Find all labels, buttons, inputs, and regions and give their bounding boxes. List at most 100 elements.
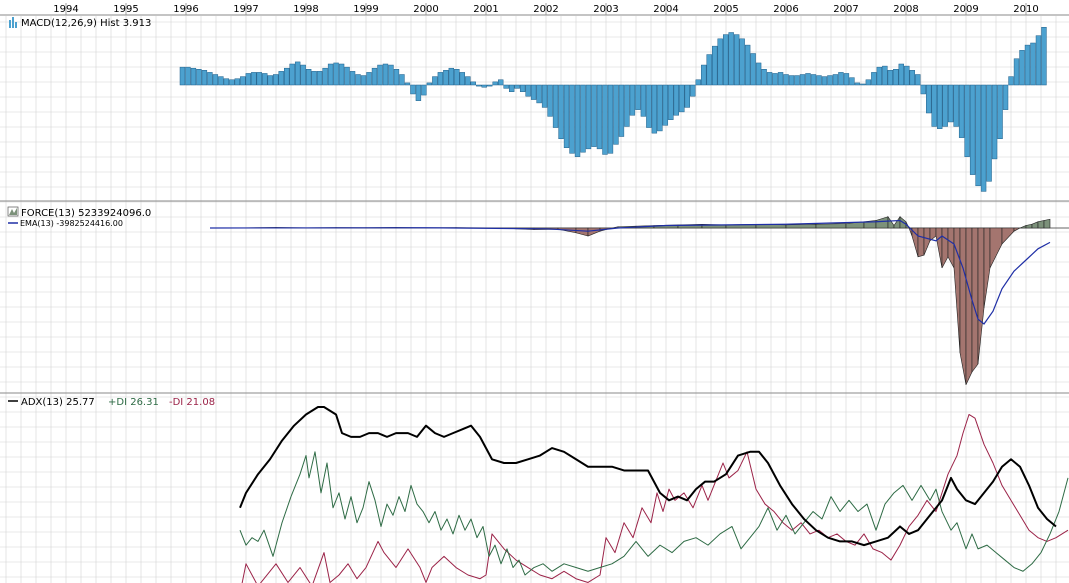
histogram-bar bbox=[980, 84, 987, 192]
histogram-bar bbox=[926, 84, 932, 114]
force-area-positive bbox=[785, 223, 817, 229]
histogram-icon bbox=[9, 17, 17, 28]
plus-di-line bbox=[239, 451, 1069, 576]
histogram-bar bbox=[690, 84, 696, 97]
histogram-bar bbox=[937, 84, 943, 129]
histogram-bar bbox=[975, 84, 981, 187]
histogram-bar bbox=[360, 75, 367, 86]
histogram-bar bbox=[997, 84, 1003, 140]
histogram-bar bbox=[322, 67, 328, 86]
histogram-bar bbox=[179, 66, 186, 86]
ema-line bbox=[209, 219, 1051, 325]
histogram-bar bbox=[574, 84, 581, 157]
histogram-bar bbox=[712, 45, 718, 86]
histogram-bar bbox=[668, 84, 674, 120]
histogram-bar bbox=[860, 83, 866, 86]
histogram-bar bbox=[882, 65, 888, 86]
histogram-bar bbox=[470, 81, 476, 86]
histogram-bar bbox=[640, 84, 647, 117]
histogram-bar bbox=[338, 63, 345, 86]
histogram-bar bbox=[651, 84, 658, 134]
histogram-bar bbox=[635, 84, 641, 110]
histogram-bar bbox=[388, 64, 394, 86]
histogram-bar bbox=[1002, 84, 1009, 110]
histogram-bar bbox=[849, 77, 855, 86]
force-area-positive bbox=[1037, 220, 1045, 229]
histogram-bar bbox=[799, 74, 806, 86]
histogram-bar bbox=[783, 74, 789, 86]
histogram-bar bbox=[871, 72, 877, 86]
histogram-bar bbox=[607, 84, 614, 154]
adx-line bbox=[239, 406, 1057, 547]
histogram-bar bbox=[810, 74, 817, 86]
histogram-bar bbox=[530, 84, 537, 100]
histogram-bar bbox=[196, 69, 202, 86]
gridlines bbox=[0, 16, 1069, 583]
histogram-bar bbox=[410, 84, 416, 95]
histogram-bar bbox=[717, 38, 723, 86]
histogram-bar bbox=[289, 63, 295, 86]
histogram-bar bbox=[212, 74, 219, 86]
histogram-bar bbox=[234, 78, 241, 86]
histogram-bar bbox=[887, 70, 894, 86]
histogram-bar bbox=[294, 61, 301, 86]
histogram-bar bbox=[503, 84, 509, 89]
histogram-bar bbox=[404, 82, 411, 86]
histogram-bar bbox=[432, 76, 438, 86]
histogram-bar bbox=[673, 84, 679, 116]
histogram-bar bbox=[185, 66, 191, 86]
histogram-bar bbox=[788, 75, 795, 86]
histogram-bar bbox=[240, 76, 246, 86]
histogram-bar bbox=[454, 69, 460, 86]
histogram-bar bbox=[624, 84, 630, 127]
histogram-bar bbox=[190, 67, 197, 86]
histogram-bar bbox=[854, 82, 861, 86]
histogram-bar bbox=[525, 84, 531, 97]
force-area-negative bbox=[1013, 227, 1021, 232]
histogram-bar bbox=[755, 62, 762, 86]
histogram-bar bbox=[305, 69, 312, 86]
histogram-bar bbox=[969, 84, 976, 175]
histogram-bar bbox=[514, 84, 520, 89]
histogram-bar bbox=[893, 69, 899, 86]
histogram-bar bbox=[838, 72, 844, 86]
histogram-bar bbox=[536, 84, 542, 104]
histogram-bar bbox=[278, 71, 284, 86]
histogram-bar bbox=[492, 81, 498, 86]
histogram-bar bbox=[662, 84, 669, 126]
histogram-bar bbox=[596, 84, 603, 150]
histogram-bar bbox=[591, 84, 597, 147]
histogram-bar bbox=[613, 84, 619, 145]
force-area-positive bbox=[815, 223, 847, 229]
histogram-bar bbox=[443, 70, 449, 86]
histogram-bar bbox=[964, 84, 970, 157]
histogram-bar bbox=[547, 84, 553, 117]
histogram-bar bbox=[958, 84, 965, 138]
histogram-bar bbox=[794, 75, 800, 86]
histogram-bar bbox=[1024, 44, 1031, 86]
histogram-bar bbox=[585, 84, 592, 150]
histogram-bar bbox=[931, 84, 937, 127]
histogram-bar bbox=[629, 84, 636, 116]
force-legend: FORCE(13) 5233924096.0 EMA(13) -39825244… bbox=[7, 206, 151, 228]
histogram-bar bbox=[508, 84, 515, 92]
histogram-bar bbox=[316, 71, 323, 86]
histogram-bar bbox=[898, 63, 904, 86]
adx-lines bbox=[239, 406, 1069, 583]
histogram-bar bbox=[761, 69, 767, 86]
histogram-bar bbox=[766, 72, 773, 86]
histogram-bar bbox=[991, 84, 998, 160]
macd-legend-text: MACD(12,26,9) Hist 3.913 bbox=[21, 18, 151, 29]
histogram-bar bbox=[739, 38, 745, 86]
histogram-bar bbox=[262, 73, 268, 86]
histogram-bar bbox=[915, 74, 921, 86]
histogram-bar bbox=[256, 72, 262, 86]
force-area-negative bbox=[965, 227, 973, 385]
histogram-bar bbox=[448, 67, 455, 86]
histogram-bar bbox=[618, 84, 625, 137]
histogram-bar bbox=[657, 84, 663, 132]
force-area-positive bbox=[1043, 218, 1051, 229]
force-area-negative bbox=[917, 227, 925, 258]
histogram-bar bbox=[733, 34, 740, 86]
